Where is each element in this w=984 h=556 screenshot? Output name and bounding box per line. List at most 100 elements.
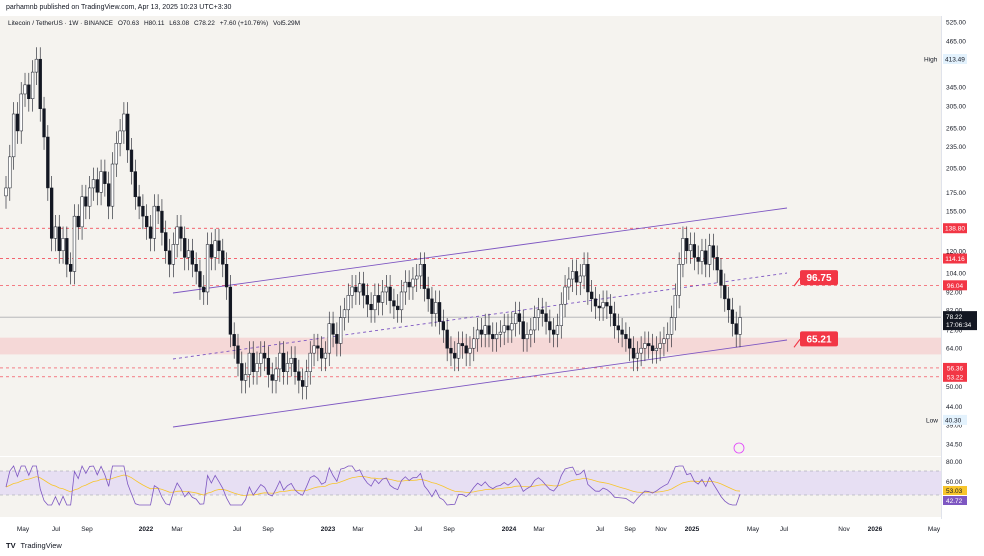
tradingview-brand: TradingView xyxy=(20,541,62,550)
time-tick-label: Sep xyxy=(262,526,274,533)
candle-body xyxy=(532,317,537,331)
callout-label: 65.21 xyxy=(806,334,831,345)
candle-body xyxy=(91,179,96,189)
candle-body xyxy=(650,345,655,351)
rsi-pane[interactable] xyxy=(0,457,941,517)
candle-body xyxy=(377,295,381,303)
candle-body xyxy=(494,334,499,340)
candle-body xyxy=(361,283,366,296)
candle-body xyxy=(255,363,259,372)
candle-body xyxy=(609,305,613,314)
rsi-chart[interactable] xyxy=(0,457,941,517)
high-marker-label: High xyxy=(924,57,938,64)
candle-body xyxy=(403,281,407,293)
candle-body xyxy=(647,343,651,347)
candle-body xyxy=(274,368,278,381)
time-tick-label: 2025 xyxy=(685,526,700,533)
candle-body xyxy=(221,250,225,265)
main-chart-pane[interactable]: 96.75 65.21 High Low xyxy=(0,16,941,456)
candle-body xyxy=(677,264,681,296)
candle-body xyxy=(456,343,461,359)
candle-body xyxy=(571,271,575,280)
current-price-label: 78.22 xyxy=(946,314,963,321)
time-tick-label: May xyxy=(17,526,30,533)
candle-body xyxy=(559,303,563,326)
price-tick-label: 50.00 xyxy=(946,384,963,391)
candle-body xyxy=(624,334,628,340)
candle-body xyxy=(601,302,605,309)
candle-body xyxy=(426,288,430,300)
tradingview-footer: TV TradingView xyxy=(6,541,62,550)
callout-96.75: 96.75 xyxy=(793,270,838,287)
candle-body xyxy=(316,345,320,349)
candle-body xyxy=(460,343,465,347)
candle-body xyxy=(304,371,309,387)
candle-body xyxy=(369,303,373,311)
candle-body xyxy=(578,275,582,283)
price-tick-label: 34.50 xyxy=(946,442,963,449)
candle-body xyxy=(422,264,426,289)
time-axis[interactable]: May Jul Sep 2022 Mar Jul Sep 2023 Mar Jul Sep 2024 M… xyxy=(0,519,941,537)
candle-body xyxy=(449,347,453,354)
candle-body xyxy=(688,244,693,252)
candle-body xyxy=(145,215,149,228)
candle-body xyxy=(69,264,73,272)
price-axis[interactable]: 525.00 465.00 345.00 305.00 265.00 235.00 205.… xyxy=(941,16,984,519)
candle-body xyxy=(658,343,662,349)
candle-body xyxy=(567,278,571,288)
candle-body xyxy=(620,329,624,335)
candle-body xyxy=(88,187,92,207)
time-tick-label: May xyxy=(747,526,760,533)
price-tick-label: 205.00 xyxy=(946,165,966,172)
candle-body xyxy=(681,238,685,265)
level-tag-box xyxy=(943,371,967,382)
price-tick-label: 155.00 xyxy=(946,209,966,216)
candle-body xyxy=(99,171,103,193)
candle-body xyxy=(468,347,472,354)
candle-body xyxy=(95,179,99,193)
candle-body xyxy=(635,352,639,359)
candle-body xyxy=(285,363,290,372)
candle-body xyxy=(266,357,271,375)
candle-body xyxy=(183,238,187,258)
candle-body xyxy=(232,334,236,347)
candle-body xyxy=(152,205,156,239)
candle-body xyxy=(669,317,674,335)
callout-pointer xyxy=(793,277,801,287)
candle-body xyxy=(407,281,411,288)
time-axis-labels: May Jul Sep 2022 Mar Jul Sep 2023 Mar Jul Sep 2024 M… xyxy=(17,526,941,533)
price-chart[interactable]: 96.75 65.21 High Low xyxy=(0,16,941,456)
lightning-icon xyxy=(733,442,745,454)
candle-body xyxy=(612,313,617,326)
low-marker-label: Low xyxy=(926,417,938,424)
tradingview-logo-icon: TV xyxy=(6,541,16,550)
price-tick-label: 39.00 xyxy=(946,422,963,429)
candle-body xyxy=(61,238,65,252)
legend-open: O70.63 xyxy=(117,20,140,27)
time-tick-label: Mar xyxy=(533,526,545,533)
candle-body xyxy=(8,156,12,189)
callout-pointer xyxy=(793,338,801,348)
price-tick-label: 465.00 xyxy=(946,38,966,45)
candle-body xyxy=(198,271,202,288)
level-tag-label: 138.80 xyxy=(945,226,965,233)
candle-body xyxy=(525,334,529,340)
legend-volume: Vol5.29M xyxy=(272,20,301,27)
candle-body xyxy=(506,325,510,331)
callout-box xyxy=(800,331,838,347)
price-tick-label: 305.00 xyxy=(946,104,966,111)
candle-body xyxy=(15,113,20,132)
candle-body xyxy=(673,295,677,318)
candle-body xyxy=(483,325,487,335)
callout-65.21: 65.21 xyxy=(793,331,838,348)
candle-body xyxy=(540,309,544,314)
price-tick-label: 525.00 xyxy=(946,20,966,27)
candle-body xyxy=(30,71,35,99)
candle-body xyxy=(707,245,712,265)
candle-body xyxy=(616,325,620,331)
price-tick-label: 265.00 xyxy=(946,125,966,132)
current-price-box xyxy=(943,311,977,331)
candle-body xyxy=(49,187,54,239)
candle-body xyxy=(19,93,23,132)
candle-body xyxy=(129,149,134,172)
